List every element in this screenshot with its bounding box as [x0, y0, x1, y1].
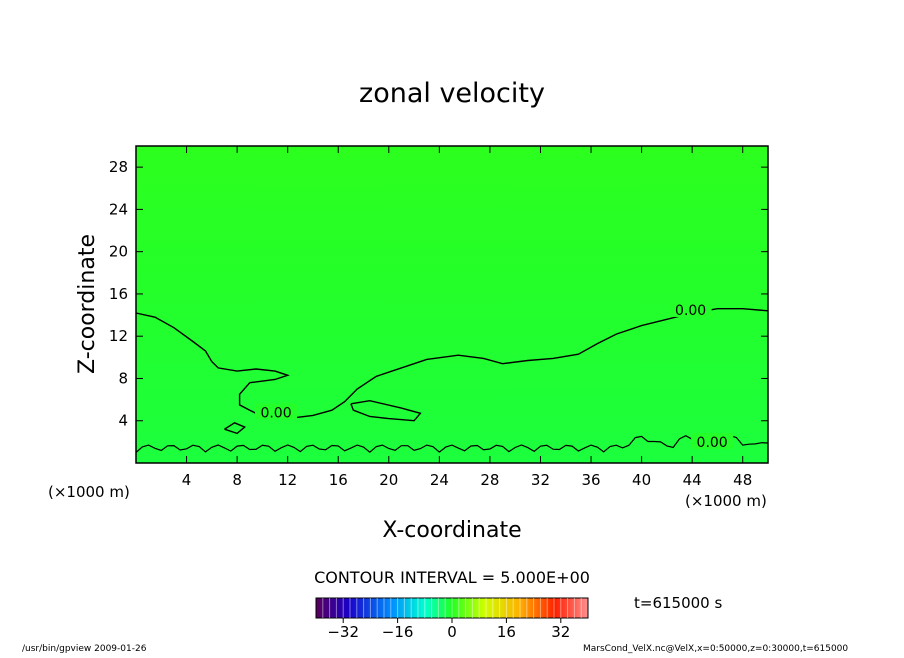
- colorbar-tick-label: −32: [327, 623, 359, 641]
- x-tick-label: 24: [430, 471, 449, 489]
- contour-interval-label: CONTOUR INTERVAL = 5.000E+00: [314, 568, 590, 587]
- x-unit-note-right: (×1000 m): [685, 492, 767, 510]
- surface-contour-line: [135, 435, 769, 453]
- y-tick-label: 20: [109, 243, 128, 261]
- contour-label: 0.00: [675, 303, 706, 319]
- footer-left: /usr/bin/gpview 2009-01-26: [22, 644, 147, 654]
- colorbar-tick-label: 32: [551, 623, 570, 641]
- zero-contour-line: [135, 308, 769, 420]
- footer-right: MarsCond_VelX.nc@VelX,x=0:50000,z=0:3000…: [583, 644, 848, 654]
- time-label: t=615000 s: [634, 594, 722, 612]
- x-tick-label: 48: [733, 471, 752, 489]
- x-axis-label: X-coordinate: [382, 518, 521, 543]
- contour-label-bg: [691, 433, 734, 450]
- y-tick-label: 28: [109, 158, 128, 176]
- colorbar-ticks: −32 −16 0 16 32: [327, 618, 570, 641]
- y-tick-label: 16: [109, 285, 128, 303]
- contour-label-bg: [669, 300, 712, 317]
- x-tick-label: 40: [632, 471, 651, 489]
- closed-contour-line: [350, 399, 422, 422]
- contour-lines: 0.00 0.00 0.00: [135, 300, 769, 453]
- contour-field: [136, 146, 768, 463]
- colorbar-tick-label: −16: [382, 623, 414, 641]
- closed-contour-line: [224, 422, 247, 435]
- plot-frame: [135, 145, 769, 464]
- x-tick-label: 8: [232, 471, 242, 489]
- y-axis-label: Z-coordinate: [75, 234, 100, 374]
- y-tick-label: 8: [118, 369, 128, 387]
- colorbar-tick-label: 16: [497, 623, 516, 641]
- colorbar-tick-label: 0: [447, 623, 457, 641]
- contour-label-bg: [255, 403, 298, 420]
- x-tick-label: 4: [182, 471, 192, 489]
- contour-label: 0.00: [260, 405, 291, 421]
- x-unit-note: (×1000 m): [48, 483, 130, 501]
- x-axis: 4 8 12 16 20 24 28 32 36 40 44 48: [182, 146, 752, 489]
- x-tick-label: 16: [329, 471, 348, 489]
- y-tick-label: 24: [109, 200, 128, 218]
- x-tick-label: 44: [683, 471, 702, 489]
- y-axis: 4 8 12 16 20 24 28: [109, 158, 768, 430]
- colorbar-stripes: [322, 598, 582, 618]
- x-tick-label: 12: [278, 471, 297, 489]
- y-tick-label: 4: [118, 412, 128, 430]
- y-tick-label: 12: [109, 327, 128, 345]
- contour-label: 0.00: [697, 435, 728, 451]
- x-tick-label: 32: [531, 471, 550, 489]
- x-tick-label: 20: [379, 471, 398, 489]
- chart-title: zonal velocity: [359, 78, 545, 109]
- x-tick-label: 36: [581, 471, 600, 489]
- x-tick-label: 28: [480, 471, 499, 489]
